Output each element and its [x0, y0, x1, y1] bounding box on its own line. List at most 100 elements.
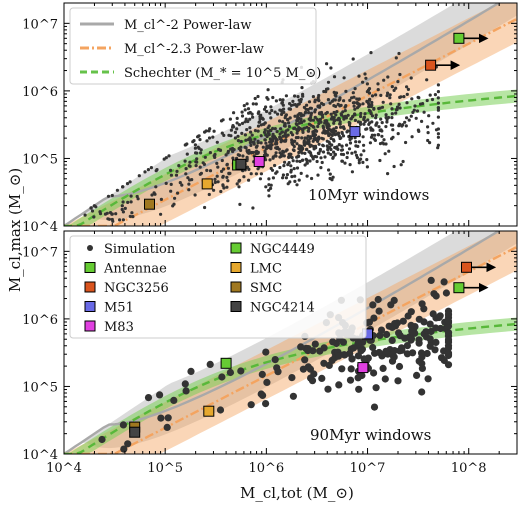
simulation-point	[287, 121, 291, 125]
simulation-point	[412, 108, 416, 112]
simulation-point	[267, 124, 271, 128]
simulation-point	[111, 219, 115, 223]
y-axis-label: M_cl,max (M_⊙)	[6, 168, 24, 292]
simulation-point	[396, 80, 400, 84]
simulation-point	[176, 191, 180, 195]
simulation-point	[272, 135, 277, 139]
simulation-point	[440, 278, 448, 286]
simulation-point	[398, 72, 402, 77]
y-tick-label: 10^6	[22, 85, 58, 100]
simulation-point	[293, 94, 297, 98]
galaxy-markers-bottom	[129, 261, 497, 438]
simulation-point	[183, 159, 187, 163]
simulation-point	[274, 99, 278, 103]
simulation-point	[398, 344, 406, 352]
simulation-point	[348, 355, 356, 363]
simulation-point	[264, 147, 268, 151]
simulation-point	[296, 95, 300, 99]
simulation-point	[325, 62, 329, 66]
simulation-point	[325, 123, 329, 127]
simulation-point	[193, 143, 197, 147]
simulation-point	[394, 377, 402, 385]
simulation-point	[266, 97, 270, 101]
simulation-point	[365, 165, 369, 169]
simulation-point	[254, 145, 258, 149]
simulation-point	[253, 137, 257, 141]
simulation-point	[369, 301, 377, 309]
simulation-point	[407, 335, 416, 343]
simulation-point	[346, 113, 350, 117]
simulation-point	[418, 364, 426, 372]
simulation-point	[302, 119, 306, 123]
simulation-point	[372, 107, 376, 111]
simulation-point	[219, 189, 223, 194]
simulation-point	[246, 119, 250, 124]
simulation-point	[319, 120, 323, 124]
simulation-point	[387, 149, 391, 153]
simulation-point	[303, 163, 307, 167]
simulation-point	[92, 215, 96, 219]
simulation-point	[275, 138, 279, 142]
simulation-point	[307, 126, 311, 131]
simulation-point	[207, 192, 211, 197]
simulation-point	[436, 108, 440, 112]
simulation-point	[357, 74, 361, 78]
simulation-point	[311, 95, 315, 99]
simulation-point	[373, 138, 377, 142]
simulation-point	[340, 130, 344, 135]
simulation-point	[330, 143, 334, 147]
simulation-point	[318, 374, 326, 382]
legend-box-top	[69, 7, 317, 85]
simulation-point	[436, 83, 440, 87]
simulation-point	[235, 127, 239, 131]
legend-marker-smc	[230, 281, 242, 293]
simulation-point	[221, 167, 226, 171]
simulation-point	[386, 172, 390, 176]
simulation-point	[329, 152, 333, 157]
simulation-point	[345, 155, 349, 160]
simulation-point	[388, 93, 392, 97]
simulation-point	[436, 143, 440, 147]
simulation-point	[342, 76, 346, 80]
simulation-point	[426, 138, 430, 143]
simulation-point	[298, 112, 302, 116]
simulation-point	[370, 120, 374, 124]
simulation-point	[287, 155, 291, 159]
simulation-point	[271, 95, 275, 100]
simulation-point	[386, 91, 390, 95]
simulation-point	[193, 193, 197, 197]
simulation-point	[375, 307, 383, 315]
simulation-point	[403, 342, 411, 350]
simulation-point	[251, 150, 255, 155]
simulation-point	[208, 151, 212, 155]
simulation-point	[254, 150, 258, 154]
simulation-point	[298, 149, 302, 154]
simulation-point	[250, 133, 254, 137]
legend-marker-simulation	[87, 245, 93, 251]
simulation-point	[265, 109, 269, 114]
simulation-point	[317, 105, 321, 109]
simulation-point	[336, 102, 340, 106]
simulation-point	[349, 117, 353, 121]
simulation-point	[348, 163, 352, 167]
simulation-point	[206, 360, 214, 368]
simulation-point	[316, 96, 320, 100]
simulation-point	[203, 155, 207, 159]
line-schechter	[64, 322, 517, 454]
simulation-point	[207, 129, 211, 133]
simulation-point	[83, 213, 87, 217]
legend-label-m51: M51	[104, 301, 134, 316]
simulation-point	[270, 143, 274, 147]
simulation-point	[258, 114, 262, 119]
simulation-point	[374, 116, 378, 120]
simulation-point	[154, 185, 158, 189]
simulation-point	[308, 150, 312, 154]
simulation-point	[425, 98, 429, 103]
simulation-point	[249, 130, 253, 134]
simulation-point	[230, 146, 235, 151]
simulation-point	[269, 105, 273, 109]
simulation-point	[433, 93, 437, 97]
simulation-point	[332, 75, 337, 79]
simulation-point	[289, 164, 293, 168]
simulation-point	[370, 369, 378, 377]
